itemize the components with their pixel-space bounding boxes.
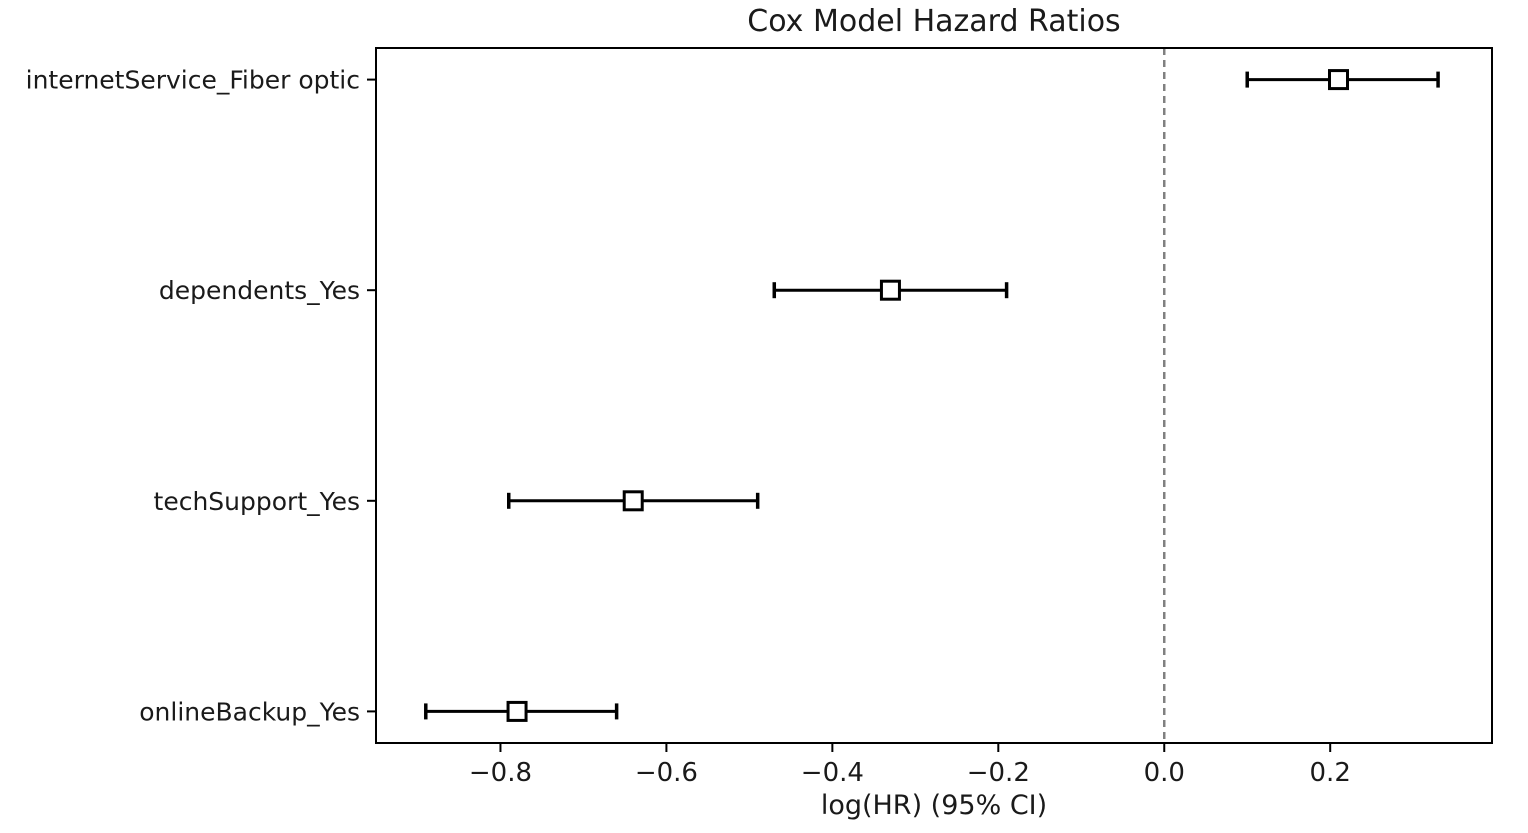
plot-border bbox=[375, 47, 1493, 744]
x-tick-label: −0.6 bbox=[635, 758, 698, 788]
y-tick-label: internetService_Fiber optic bbox=[26, 66, 360, 95]
point-marker bbox=[879, 279, 901, 301]
x-axis-label: log(HR) (95% CI) bbox=[820, 790, 1048, 821]
x-tick-label: −0.8 bbox=[469, 758, 532, 788]
y-tick-label: dependents_Yes bbox=[159, 276, 360, 305]
y-tick-label: techSupport_Yes bbox=[154, 487, 360, 516]
point-marker bbox=[506, 700, 528, 722]
y-tick-label: onlineBackup_Yes bbox=[139, 697, 360, 726]
x-tick-label: −0.2 bbox=[967, 758, 1030, 788]
chart-title: Cox Model Hazard Ratios bbox=[747, 4, 1121, 39]
x-tick-label: 0.2 bbox=[1310, 758, 1351, 788]
point-marker bbox=[1327, 69, 1349, 91]
point-marker bbox=[622, 490, 644, 512]
x-tick-label: −0.4 bbox=[801, 758, 864, 788]
x-tick-label: 0.0 bbox=[1144, 758, 1185, 788]
